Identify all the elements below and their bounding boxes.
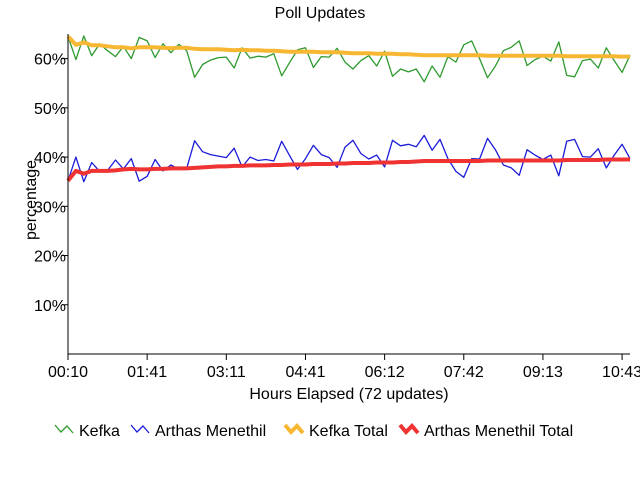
- y-tick-label: 50%: [34, 101, 66, 118]
- y-axis-label: percentage: [23, 160, 40, 240]
- legend-swatch-0: [54, 424, 74, 434]
- chart-title: Poll Updates: [275, 5, 366, 22]
- x-tick-label: 09:13: [523, 364, 563, 381]
- x-tick-label: 07:42: [444, 364, 484, 381]
- x-tick-label: 10:43: [602, 364, 640, 381]
- series-line-0: [67, 35, 631, 83]
- y-tick-label: 40%: [34, 150, 66, 167]
- series-line-3: [66, 157, 630, 182]
- legend-label-0: Kefka: [79, 423, 120, 440]
- x-axis-label: Hours Elapsed (72 updates): [249, 386, 448, 403]
- plot-lines: [66, 35, 631, 183]
- legend: Kefka Arthas Menethil Kefka Total Arthas Me…: [54, 423, 573, 440]
- y-tick-label: 20%: [34, 249, 66, 266]
- x-axis-ticks: 00:10 01:41 03:11 04:41 06:12 07:42 09:13 10:43: [48, 354, 640, 381]
- y-axis-ticks: 10% 20% 30% 40% 50% 60%: [34, 52, 68, 315]
- x-tick-label: 06:12: [365, 364, 405, 381]
- x-tick-label: 00:10: [48, 364, 88, 381]
- legend-label-1: Arthas Menethil: [155, 423, 266, 440]
- y-tick-label: 60%: [34, 52, 66, 69]
- legend-label-3: Arthas Menethil Total: [424, 423, 573, 440]
- x-tick-label: 03:11: [207, 364, 246, 381]
- legend-swatch-3: [398, 423, 420, 435]
- x-tick-label: 01:41: [127, 364, 167, 381]
- legend-label-2: Kefka Total: [309, 423, 388, 440]
- legend-swatch-1: [130, 424, 150, 434]
- x-tick-label: 04:41: [285, 364, 325, 381]
- y-tick-label: 30%: [34, 199, 66, 216]
- y-tick-label: 10%: [34, 298, 66, 315]
- legend-swatch-2: [283, 423, 305, 435]
- series-line-2: [66, 35, 630, 59]
